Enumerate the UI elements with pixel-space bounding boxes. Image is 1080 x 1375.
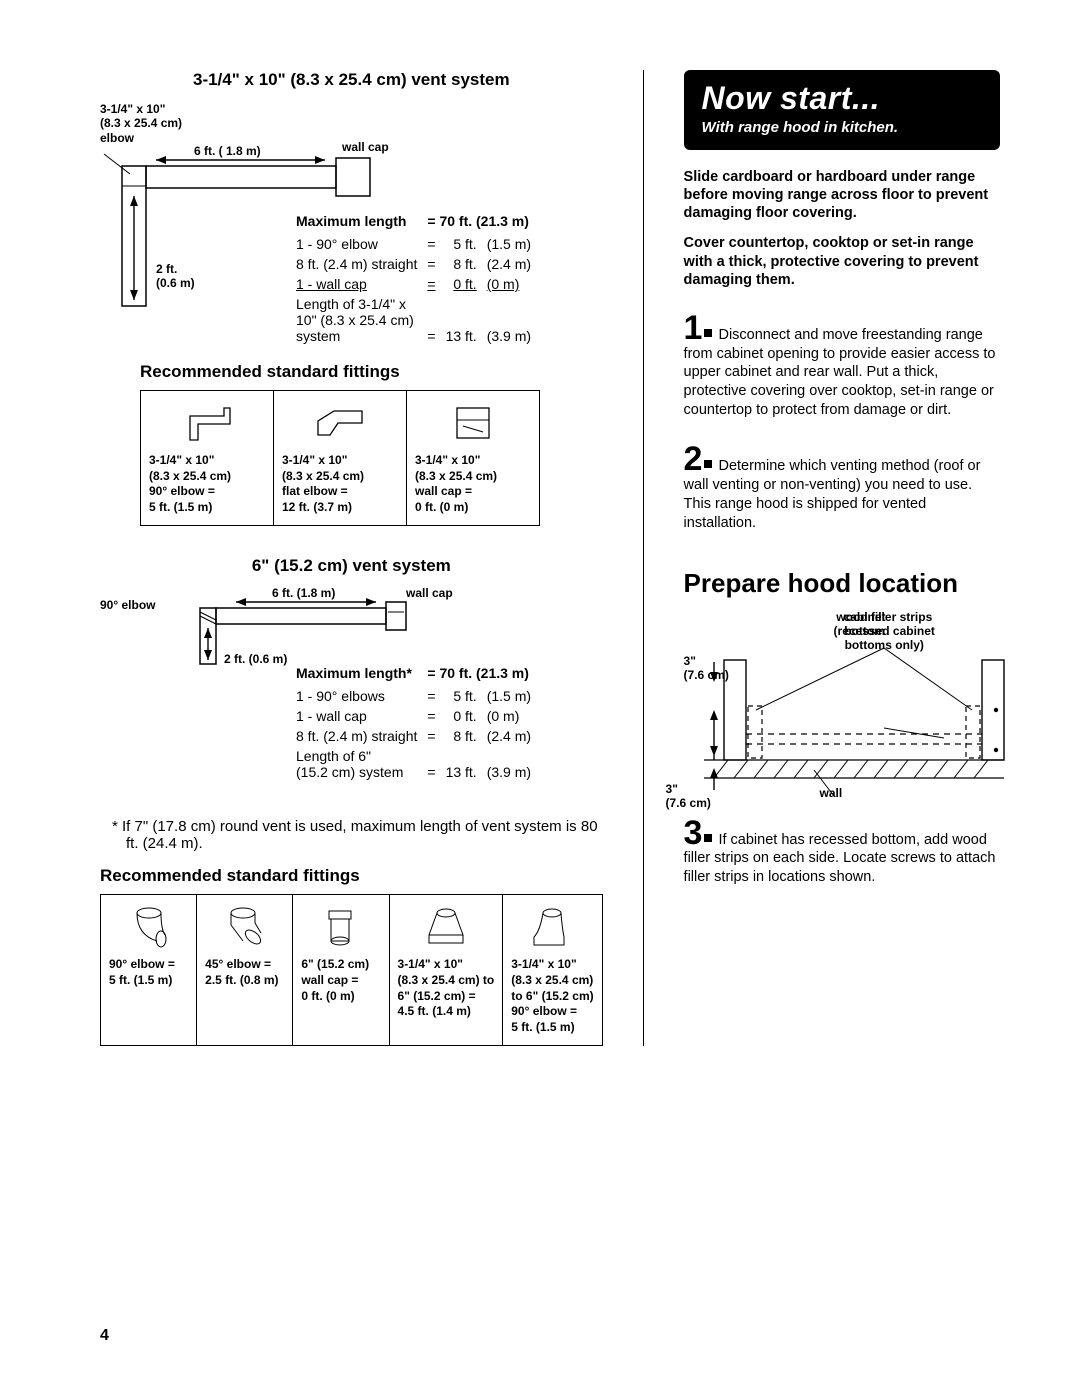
step-3: 3If cabinet has recessed bottom, add woo… (684, 820, 1000, 888)
now-start-sub: With range hood in kitchen. (702, 119, 984, 136)
vent2-title: 6" (15.2 cm) vent system (100, 556, 603, 576)
cover-countertop-para: Cover countertop, cooktop or set-in rang… (684, 234, 1000, 288)
rect-to-round-90-icon (511, 903, 593, 951)
elbow-90-rect-icon (149, 399, 265, 447)
vent1-title: 3-1/4" x 10" (8.3 x 25.4 cm) vent system (100, 70, 603, 90)
vent2-footnote: * If 7" (17.8 cm) round vent is used, ma… (126, 818, 603, 852)
wall-cap-round-icon (301, 903, 380, 951)
vent1-maxlength-table: Maximum length= 70 ft. (21.3 m) 1 - 90° … (290, 210, 537, 347)
page-number: 4 (100, 1327, 109, 1345)
now-start-title: Now start... (702, 80, 984, 117)
elbow-90-round-icon (109, 903, 188, 951)
vent2-fittings-title: Recommended standard fittings (100, 866, 603, 886)
flat-elbow-icon (282, 399, 398, 447)
rect-to-round-icon (398, 903, 495, 951)
vent2-maxlength-table: Maximum length*= 70 ft. (21.3 m) 1 - 90°… (290, 662, 537, 783)
vent1-diagram: 3-1/4" x 10" (8.3 x 25.4 cm) elbow (100, 102, 603, 362)
hood-location-diagram: wood filler strips (recessed cabinet bot… (684, 610, 1000, 810)
vent2-diagram: 90° elbow 6 ft. (1.8 m) wall cap (100, 594, 603, 754)
vent1-fittings-box: 3-1/4" x 10" (8.3 x 25.4 cm) 90° elbow =… (140, 390, 540, 526)
elbow-45-round-icon (205, 903, 284, 951)
column-divider (643, 70, 644, 1046)
slide-cardboard-para: Slide cardboard or hardboard under range… (684, 168, 1000, 222)
prepare-title: Prepare hood location (684, 570, 1000, 597)
wall-cap-rect-icon (415, 399, 531, 447)
vent2-fittings-box: 90° elbow = 5 ft. (1.5 m) 45° elbow = 2.… (100, 894, 603, 1046)
vent1-fittings-title: Recommended standard fittings (140, 362, 603, 382)
step-2: 2Determine which venting method (roof or… (684, 446, 1000, 532)
step-1: 1Disconnect and move freestanding range … (684, 315, 1000, 420)
now-start-box: Now start... With range hood in kitchen. (684, 70, 1000, 150)
